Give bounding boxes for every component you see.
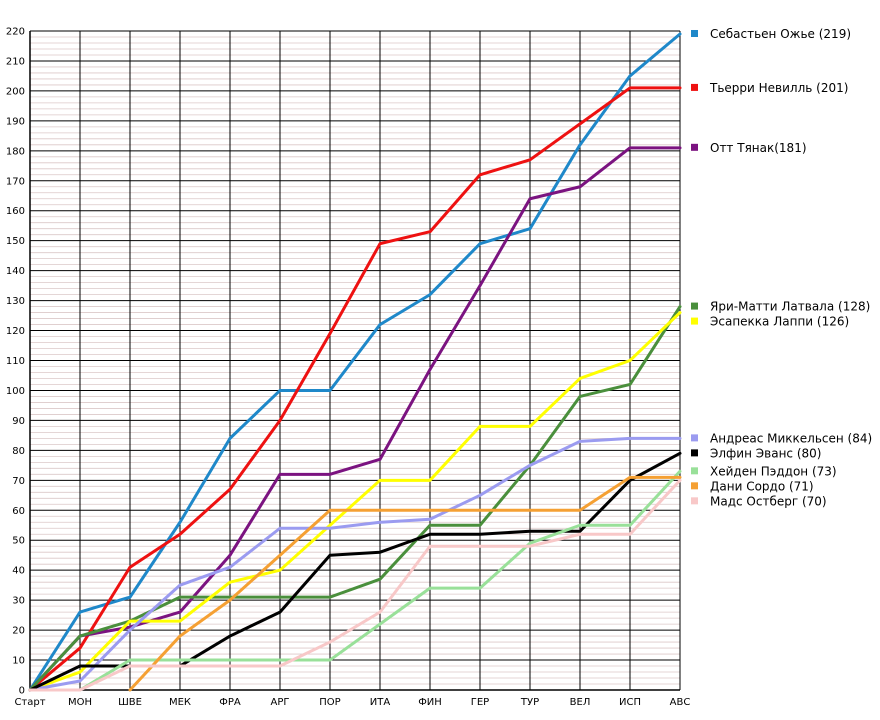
y-tick-label: 0 [19, 686, 25, 697]
y-tick-label: 70 [12, 476, 25, 487]
y-tick-label: 30 [12, 596, 25, 607]
legend-label: Дани Сордо (71) [710, 479, 814, 493]
legend-marker [691, 467, 698, 475]
legend-label: Яри-Матти Латвала (128) [710, 300, 870, 314]
y-tick-label: 10 [12, 656, 25, 667]
legend-label: Элфин Эванс (80) [710, 446, 821, 460]
legend-marker [691, 497, 698, 505]
y-tick-label: 80 [12, 446, 25, 457]
y-tick-label: 210 [6, 56, 25, 67]
y-tick-label: 190 [6, 116, 25, 127]
x-tick-label: АРГ [271, 697, 290, 708]
y-tick-labels: 0 10 20 30 40 50 60 70 80 90 100 110 120 130 140 150 160… [6, 27, 25, 697]
x-tick-label: Старт [14, 697, 45, 708]
y-tick-label: 150 [6, 236, 25, 247]
legend: Себастьен Ожье (219) Тьерри Невилль (201)… [691, 27, 872, 508]
series-line [28, 32, 682, 692]
axes [29, 31, 680, 691]
legend-marker [691, 482, 698, 490]
legend-marker [691, 29, 698, 37]
series-line [28, 436, 682, 692]
x-tick-label: ИСП [619, 697, 641, 708]
y-tick-label: 180 [6, 146, 25, 157]
legend-label: Эсапекка Лаппи (126) [710, 315, 849, 329]
y-tick-label: 130 [6, 296, 25, 307]
x-tick-label: ИТА [370, 697, 391, 708]
series-line [28, 305, 682, 692]
legend-label: Себастьен Ожье (219) [710, 27, 851, 41]
x-tick-label: ВЕЛ [570, 697, 591, 708]
legend-label: Мадс Остберг (70) [710, 494, 827, 508]
y-tick-label: 200 [6, 86, 25, 97]
x-tick-label: ТУР [520, 697, 539, 708]
legend-label: Хейден Пэддон (73) [710, 464, 837, 478]
y-tick-label: 20 [12, 626, 25, 637]
y-tick-label: 90 [12, 416, 25, 427]
y-tick-label: 220 [6, 27, 25, 38]
series-line [28, 469, 682, 692]
x-tick-label: МОН [68, 697, 92, 708]
y-tick-label: 110 [6, 356, 25, 367]
y-tick-label: 60 [12, 506, 25, 517]
series-line [28, 478, 682, 692]
legend-marker [691, 302, 698, 310]
x-tick-label: ШВЕ [118, 697, 142, 708]
legend-label: Андреас Миккельсен (84) [710, 431, 872, 445]
x-tick-label: АВС [670, 697, 691, 708]
y-tick-label: 100 [6, 386, 25, 397]
y-tick-label: 160 [6, 206, 25, 217]
legend-label: Тьерри Невилль (201) [709, 81, 848, 95]
x-tick-label: ГЕР [471, 697, 489, 708]
x-tick-label: ФРА [219, 697, 241, 708]
x-tick-label: ПОР [319, 697, 340, 708]
y-tick-label: 120 [6, 326, 25, 337]
x-tick-labels: Старт МОН ШВЕ МЕК ФРА АРГ ПОР ИТА ФИН ГЕР ТУР ВЕЛ ИС… [14, 697, 690, 708]
series-line [28, 86, 682, 692]
legend-marker [691, 434, 698, 442]
legend-marker [691, 449, 698, 457]
y-tick-label: 50 [12, 536, 25, 547]
y-tick-label: 40 [12, 566, 25, 577]
legend-marker [691, 83, 698, 91]
y-tick-label: 140 [6, 266, 25, 277]
x-tick-label: ФИН [418, 697, 442, 708]
x-tick-label: МЕК [169, 697, 191, 708]
y-tick-label: 170 [6, 176, 25, 187]
legend-marker [691, 317, 698, 325]
legend-label: Отт Тянак(181) [710, 141, 807, 155]
legend-marker [691, 143, 698, 151]
series-lines [28, 32, 682, 692]
series-line [128, 475, 682, 692]
